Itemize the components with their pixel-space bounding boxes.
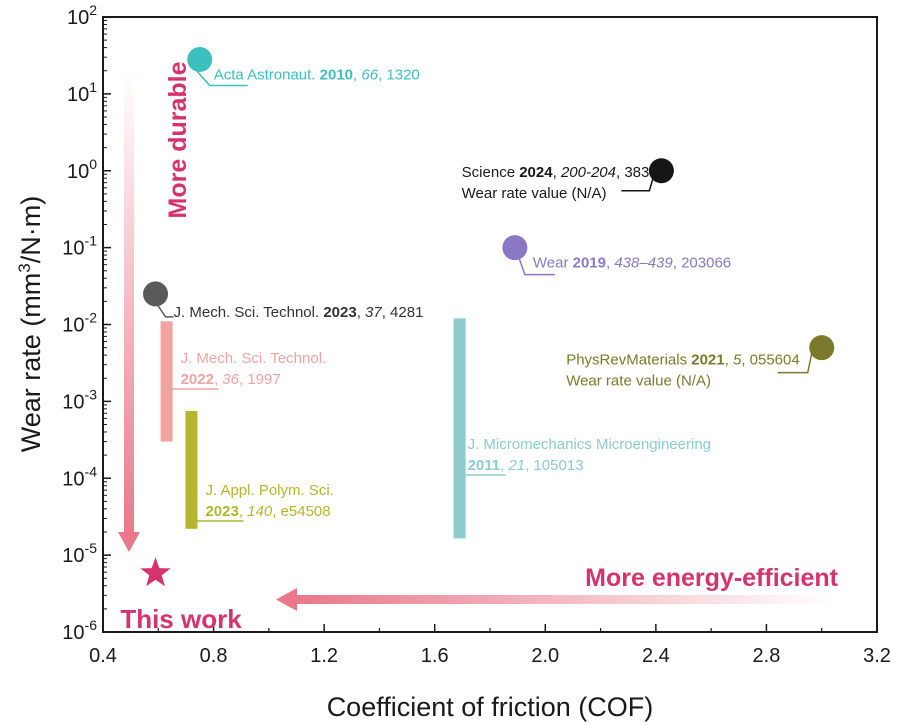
data-marks: More durable More energy-efficient J. Mech… [118, 46, 839, 634]
point-leader-line [621, 176, 655, 192]
point-leader-line [154, 301, 174, 318]
x-axis-title: Coefficient of friction (COF) [327, 692, 654, 722]
more-energy-efficient-label: More energy-efficient [585, 564, 839, 592]
durable-arrow-shaft [124, 70, 134, 535]
range-bar [160, 321, 173, 442]
data-point [502, 235, 528, 261]
efficient-arrow-head [276, 588, 297, 611]
x-tick-label: 2.4 [642, 645, 670, 667]
range-bar [185, 410, 198, 529]
data-point [648, 158, 674, 184]
range-bar [453, 318, 466, 539]
y-tick-label: 10-6 [62, 617, 97, 644]
y-tick-label: 10-2 [62, 310, 97, 337]
x-tick-label: 1.2 [310, 645, 338, 667]
y-tick-label: 10-3 [62, 386, 97, 413]
plot-frame [102, 16, 878, 633]
y-tick-label: 10-5 [62, 540, 97, 567]
range-label: J. Appl. Polym. Sci. [205, 482, 333, 499]
point-note: Wear rate value (N/A) [566, 373, 711, 390]
x-tick-label: 3.2 [863, 645, 891, 667]
point-label: Wear 2019, 438–439, 203066 [533, 255, 731, 272]
x-tick-label: 2.0 [531, 645, 559, 667]
point-label: Acta Astronaut. 2010, 66, 1320 [214, 66, 420, 83]
x-tick-label: 1.6 [421, 645, 449, 667]
range-label-citation: 2023, 140, e54508 [205, 503, 330, 520]
x-tick-label: 2.8 [753, 645, 781, 667]
data-point [143, 281, 169, 307]
point-label: PhysRevMaterials 2021, 5, 055604 [566, 352, 800, 369]
point-leader-line [193, 67, 248, 87]
point-leader-line [518, 257, 555, 276]
this-work-label: This work [120, 604, 242, 634]
data-point [809, 335, 835, 361]
point-label: Science 2024, 200-204, 383 [462, 164, 650, 181]
data-point [187, 46, 213, 72]
durable-arrow-head [118, 532, 140, 552]
y-tick-label: 100 [67, 156, 97, 183]
y-tick-label: 10-1 [62, 233, 97, 260]
y-tick-label: 102 [67, 2, 97, 29]
x-tick-label: 0.8 [200, 645, 228, 667]
y-tick-label: 10-4 [62, 463, 97, 490]
point-note: Wear rate value (N/A) [462, 185, 607, 202]
x-tick-label: 0.4 [89, 645, 117, 667]
efficient-arrow-shaft [296, 595, 836, 604]
range-label-citation: 2022, 36, 1997 [181, 371, 281, 388]
point-leader-line [777, 353, 813, 374]
range-label: J. Mech. Sci. Technol. [181, 350, 327, 367]
range-label-citation: 2011, 21, 105013 [468, 457, 584, 474]
this-work-star [140, 557, 171, 587]
y-axis-title: Wear rate (mm3/N·m) [15, 196, 46, 452]
y-tick-label: 101 [67, 79, 97, 106]
point-label: J. Mech. Sci. Technol. 2023, 37, 4281 [174, 304, 424, 321]
more-durable-label: More durable [164, 61, 192, 218]
axis-ticks: 0.4 0.8 1.2 1.6 2.0 2.4 2.8 3.2 102 101 100 10-1 10-… [62, 2, 891, 667]
range-label: J. Micromechanics Microengineering [468, 436, 711, 453]
